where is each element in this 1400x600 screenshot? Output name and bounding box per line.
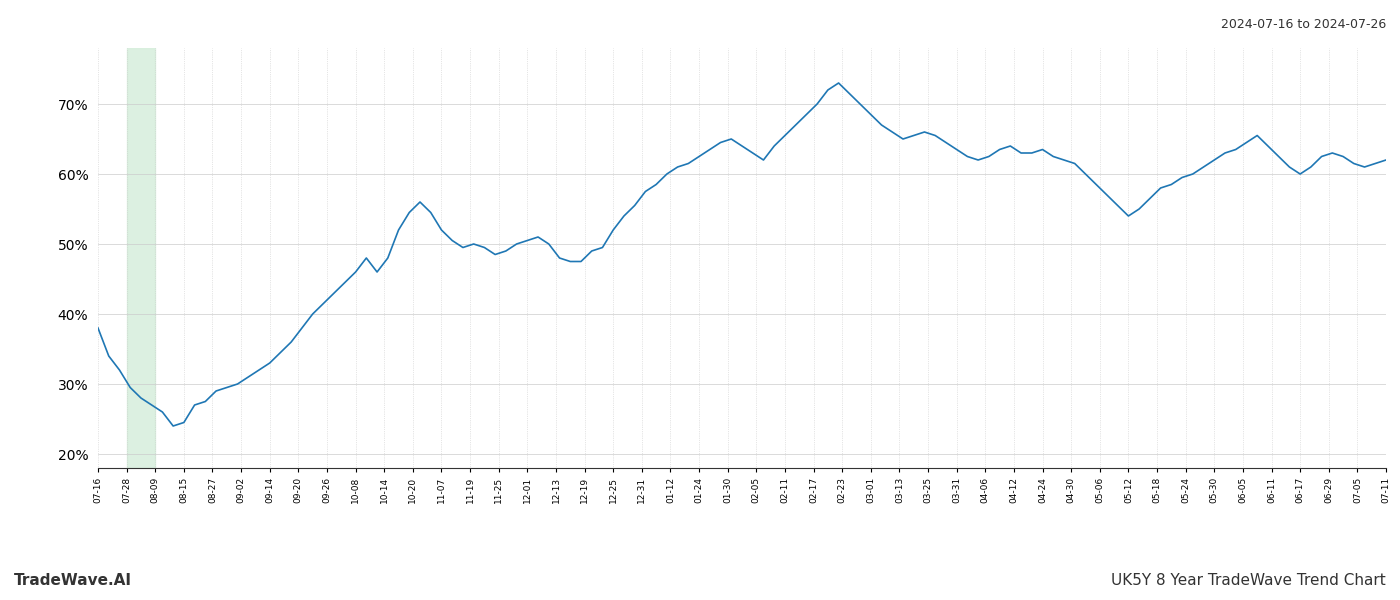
Text: TradeWave.AI: TradeWave.AI xyxy=(14,573,132,588)
Bar xyxy=(126,48,155,468)
Text: UK5Y 8 Year TradeWave Trend Chart: UK5Y 8 Year TradeWave Trend Chart xyxy=(1112,573,1386,588)
Text: 2024-07-16 to 2024-07-26: 2024-07-16 to 2024-07-26 xyxy=(1221,18,1386,31)
